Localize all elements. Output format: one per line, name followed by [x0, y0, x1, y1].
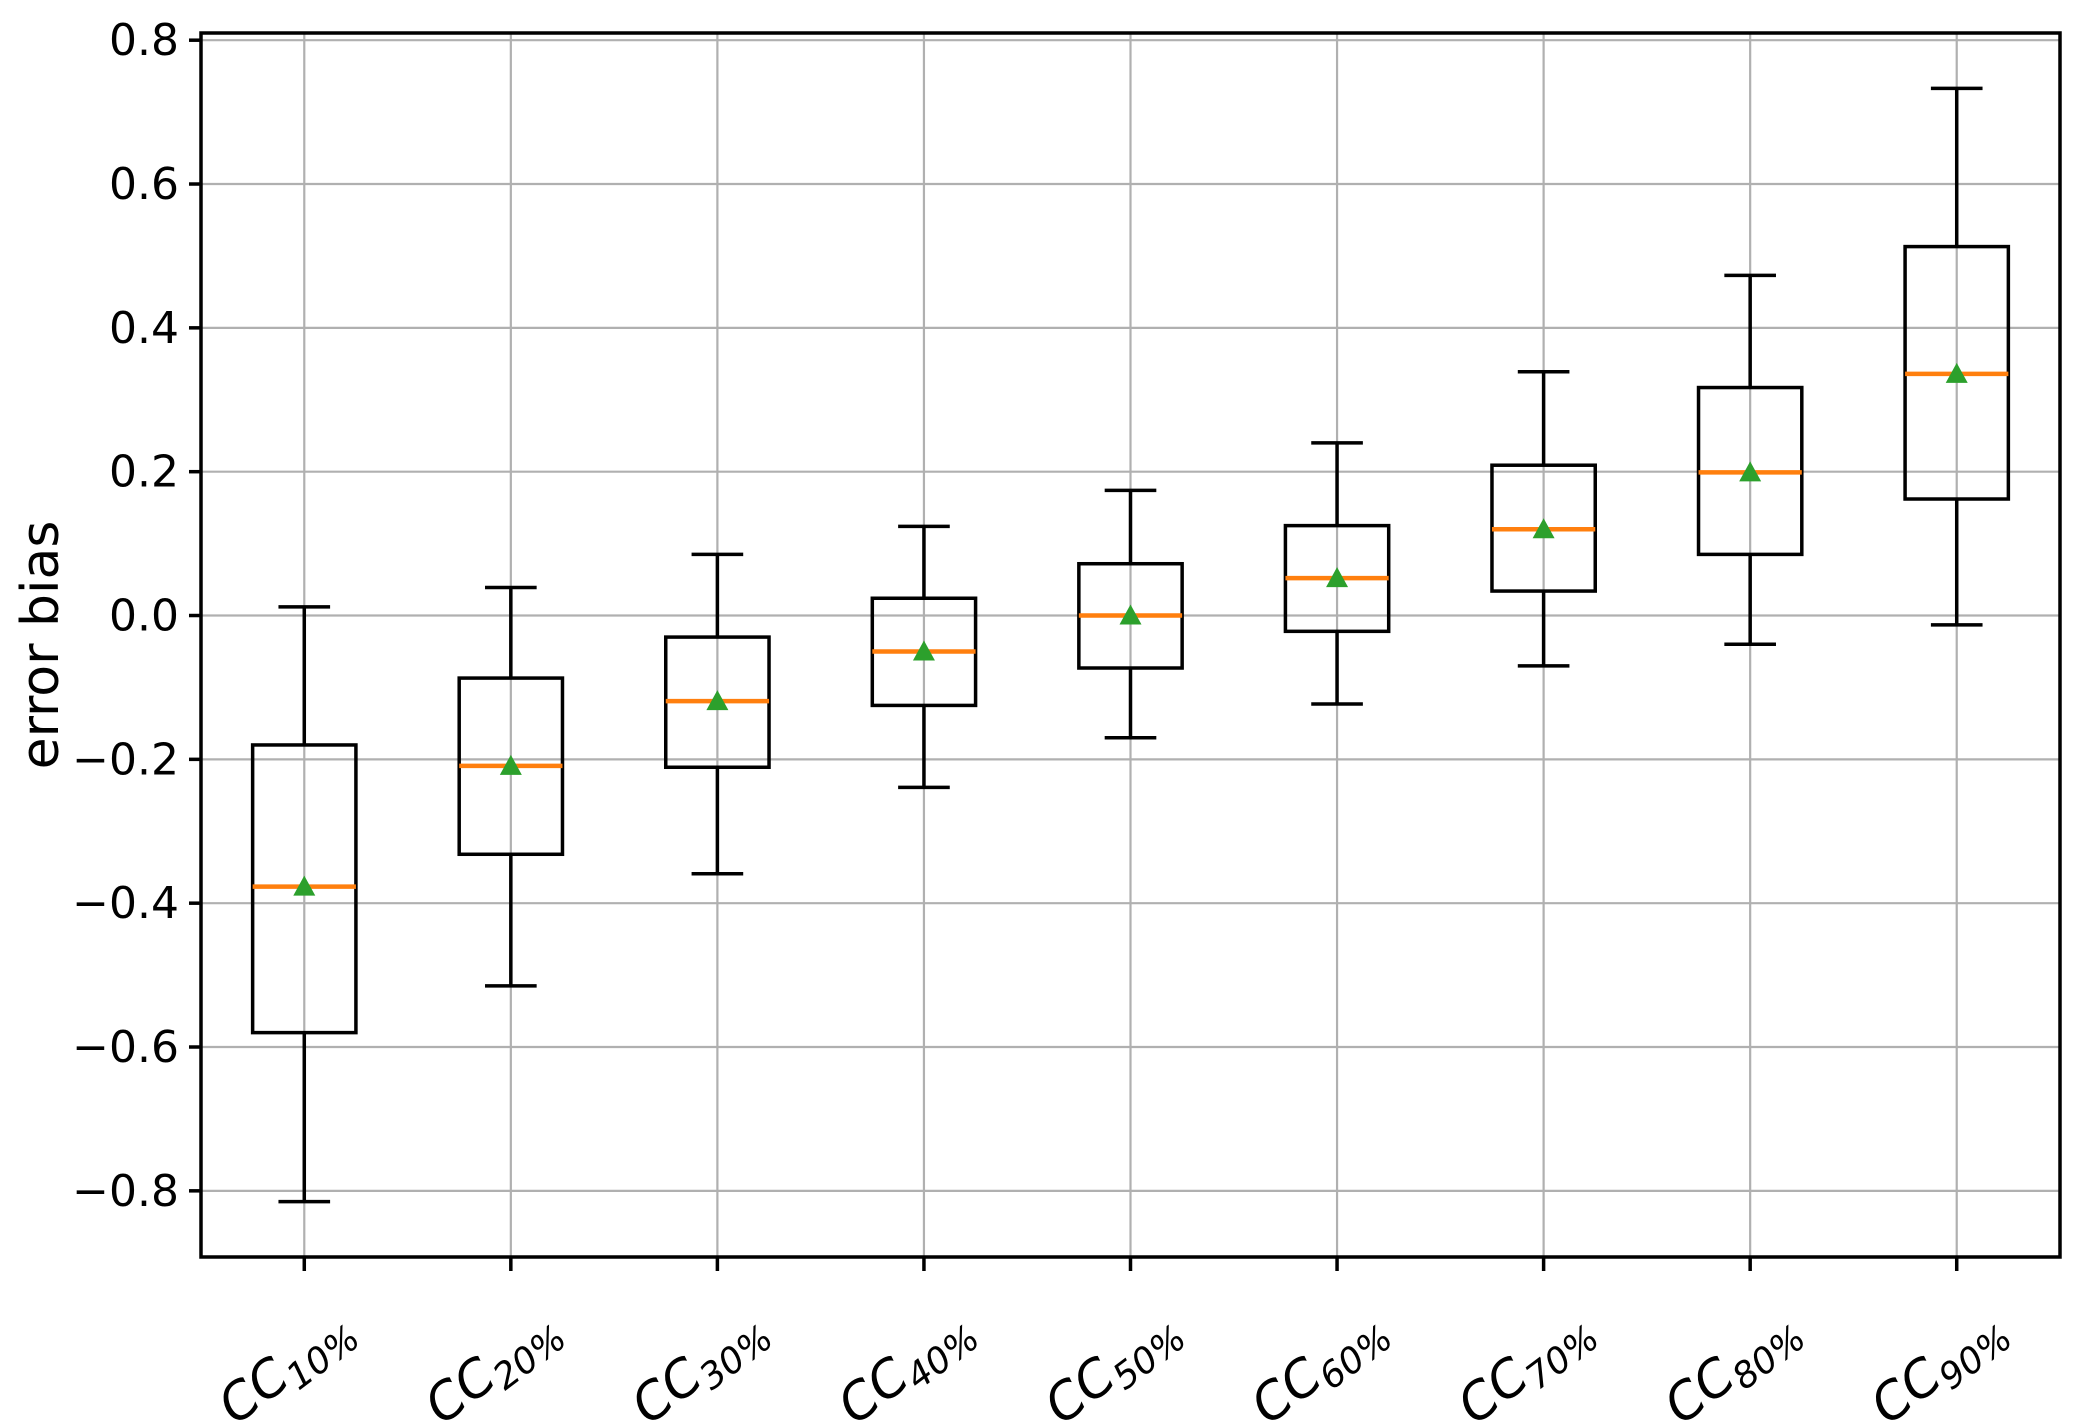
boxplot-group-CC30%: [664, 552, 771, 876]
tick-layer: 0.8 0.6 0.4 0.2 0.0 −0.2 −0.4 −0.6 −0.8 CC10% CC20…: [72, 15, 2020, 1424]
boxplot-group-CC20%: [457, 585, 565, 988]
y-tick-label-0.0: 0.0: [109, 591, 179, 642]
mean-marker-CC90%: [1945, 362, 1968, 383]
boxplot-group-CC60%: [1283, 441, 1391, 706]
x-tick-label-main: CC: [414, 1346, 507, 1424]
x-tick-label-CC70%: CC70%: [1447, 1298, 1607, 1424]
boxplot-group-CC70%: [1490, 369, 1597, 668]
y-tick-label-−0.4: −0.4: [72, 878, 179, 929]
boxplot-group-CC80%: [1696, 273, 1804, 647]
x-tick-label-CC40%: CC40%: [827, 1298, 987, 1424]
box-layer: [250, 86, 2011, 1204]
x-tick-label-main: CC: [827, 1346, 920, 1424]
x-tick-label-main: CC: [1860, 1346, 1953, 1424]
x-tick-label-main: CC: [1654, 1346, 1747, 1424]
x-tick-label-main: CC: [208, 1346, 301, 1424]
y-tick-label-−0.2: −0.2: [72, 734, 179, 785]
x-tick-label-main: CC: [621, 1346, 714, 1424]
y-tick-label-−0.6: −0.6: [72, 1022, 179, 1073]
boxplot-group-CC50%: [1077, 488, 1184, 740]
mean-marker-CC20%: [499, 754, 522, 775]
grid-layer: [201, 33, 2060, 1257]
mean-marker-CC40%: [912, 640, 935, 661]
x-tick-label-CC20%: CC20%: [414, 1298, 574, 1424]
x-tick-label-main: CC: [1447, 1346, 1540, 1424]
mean-marker-CC50%: [1119, 604, 1142, 625]
mean-marker-CC80%: [1739, 461, 1762, 482]
axis-label-layer: error bias: [11, 521, 71, 770]
x-tick-label-main: CC: [1034, 1346, 1127, 1424]
y-tick-label-0.4: 0.4: [109, 303, 179, 354]
x-tick-label-main: CC: [1241, 1346, 1334, 1424]
x-tick-label-CC10%: CC10%: [208, 1298, 368, 1424]
x-tick-label-CC30%: CC30%: [621, 1298, 781, 1424]
mean-marker-CC10%: [293, 875, 316, 896]
x-tick-label-CC50%: CC50%: [1034, 1298, 1194, 1424]
y-tick-label-−0.8: −0.8: [72, 1166, 179, 1217]
y-axis-label: error bias: [11, 521, 71, 770]
y-tick-label-0.2: 0.2: [109, 447, 179, 498]
mean-marker-CC70%: [1532, 518, 1555, 539]
x-tick-label-CC90%: CC90%: [1860, 1298, 2020, 1424]
y-tick-label-0.8: 0.8: [109, 15, 179, 66]
boxplot-group-CC90%: [1903, 86, 2011, 627]
boxplot-group-CC40%: [870, 524, 978, 790]
y-tick-label-0.6: 0.6: [109, 159, 179, 210]
boxplot-group-CC10%: [250, 605, 358, 1204]
mean-marker-CC30%: [706, 690, 729, 711]
mean-marker-CC60%: [1326, 567, 1349, 588]
x-tick-label-CC80%: CC80%: [1654, 1298, 1814, 1424]
x-tick-label-CC60%: CC60%: [1241, 1298, 1401, 1424]
